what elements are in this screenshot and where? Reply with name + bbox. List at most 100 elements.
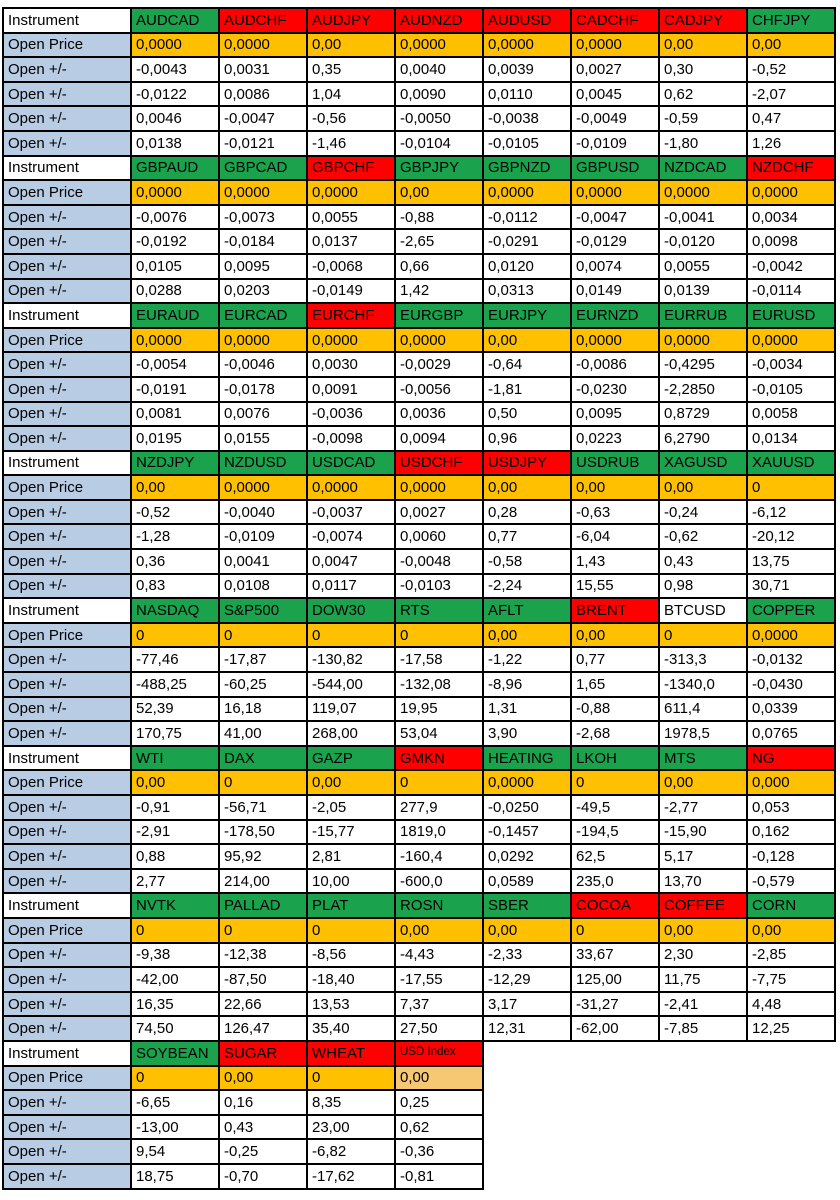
open-delta-cell-usdcad-1[interactable]: -0,0037	[306, 498, 396, 526]
open-price-cell-sber[interactable]: 0,00	[482, 916, 572, 944]
open-delta-cell-dow30-4[interactable]: 268,00	[306, 720, 396, 747]
open-delta-cell-gbpnzd-2[interactable]: -0,0291	[482, 228, 572, 255]
open-price-cell-copper[interactable]: 0,0000	[746, 621, 836, 649]
open-delta-cell-nzdcad-3[interactable]: 0,0055	[658, 252, 748, 280]
open-delta-cell-btcusd-2[interactable]: -1340,0	[658, 671, 748, 698]
row-label-instrument[interactable]: Instrument	[2, 892, 132, 919]
row-label-open-delta[interactable]: Open +/-	[2, 1089, 132, 1116]
instrument-header-sber[interactable]: SBER	[482, 892, 572, 919]
open-delta-cell-eurgbp-3[interactable]: 0,0036	[394, 400, 484, 428]
open-delta-cell-gbpchf-2[interactable]: 0,0137	[306, 228, 396, 255]
open-delta-cell-btcusd-3[interactable]: 611,4	[658, 695, 748, 723]
instrument-header-eurgbp[interactable]: EURGBP	[394, 302, 484, 329]
open-delta-cell-nzdjpy-3[interactable]: 0,36	[130, 548, 220, 575]
open-delta-cell-cadchf-1[interactable]: 0,0027	[570, 56, 660, 83]
open-delta-cell-usdcad-4[interactable]: 0,0117	[306, 572, 396, 600]
instrument-header-audjpy[interactable]: AUDJPY	[306, 7, 396, 34]
row-label-open-price[interactable]: Open Price	[2, 326, 132, 354]
open-delta-cell-eurcad-2[interactable]: -0,0178	[218, 375, 308, 403]
row-label-instrument[interactable]: Instrument	[2, 597, 132, 624]
open-delta-cell-eurrub-3[interactable]: 0,8729	[658, 400, 748, 428]
open-delta-cell-cadjpy-1[interactable]: 0,30	[658, 56, 748, 83]
open-delta-cell-gbpaud-4[interactable]: 0,0288	[130, 277, 220, 305]
row-label-open-delta[interactable]: Open +/-	[2, 572, 132, 600]
open-delta-cell-usdcad-2[interactable]: -0,0074	[306, 523, 396, 551]
instrument-header-pallad[interactable]: PALLAD	[218, 892, 308, 919]
open-price-cell-gbpcad[interactable]: 0,0000	[218, 179, 308, 206]
open-delta-cell-nvtk-2[interactable]: -42,00	[130, 966, 220, 993]
open-delta-cell-gbpusd-2[interactable]: -0,0129	[570, 228, 660, 255]
row-label-open-delta[interactable]: Open +/-	[2, 105, 132, 132]
row-label-open-price[interactable]: Open Price	[2, 769, 132, 796]
open-delta-cell-wheat-4[interactable]: -17,62	[306, 1162, 396, 1190]
open-price-cell-mts[interactable]: 0,00	[658, 769, 748, 796]
open-delta-cell-gbpaud-2[interactable]: -0,0192	[130, 228, 220, 255]
instrument-header-cocoa[interactable]: COCOA	[570, 892, 660, 919]
open-delta-cell-s-p500-3[interactable]: 16,18	[218, 695, 308, 723]
open-delta-cell-usd-index-2[interactable]: 0,62	[394, 1113, 484, 1141]
row-label-open-delta[interactable]: Open +/-	[2, 720, 132, 747]
instrument-header-usdchf[interactable]: USDCHF	[394, 449, 484, 477]
open-delta-cell-gbpcad-4[interactable]: 0,0203	[218, 277, 308, 305]
open-delta-cell-sber-2[interactable]: -12,29	[482, 966, 572, 993]
open-delta-cell-pallad-3[interactable]: 22,66	[218, 990, 308, 1018]
open-delta-cell-euraud-2[interactable]: -0,0191	[130, 375, 220, 403]
row-label-instrument[interactable]: Instrument	[2, 7, 132, 34]
instrument-header-dow30[interactable]: DOW30	[306, 597, 396, 624]
row-label-open-delta[interactable]: Open +/-	[2, 400, 132, 428]
instrument-header-usd-index[interactable]: USD Index	[394, 1039, 484, 1067]
open-delta-cell-brent-4[interactable]: -2,68	[570, 720, 660, 747]
open-delta-cell-coffee-3[interactable]: -2,41	[658, 990, 748, 1018]
open-delta-cell-sber-1[interactable]: -2,33	[482, 941, 572, 969]
open-delta-cell-usdrub-2[interactable]: -6,04	[570, 523, 660, 551]
open-price-cell-cadchf[interactable]: 0,0000	[570, 31, 660, 59]
row-label-open-delta[interactable]: Open +/-	[2, 794, 132, 821]
open-delta-cell-eurrub-2[interactable]: -2,2850	[658, 375, 748, 403]
row-label-open-delta[interactable]: Open +/-	[2, 671, 132, 698]
open-delta-cell-nasdaq-2[interactable]: -488,25	[130, 671, 220, 698]
instrument-header-nzdcad[interactable]: NZDCAD	[658, 154, 748, 182]
open-delta-cell-gbpusd-1[interactable]: -0,0047	[570, 203, 660, 231]
open-delta-cell-eurnzd-4[interactable]: 0,0223	[570, 425, 660, 452]
open-delta-cell-xagusd-2[interactable]: -0,62	[658, 523, 748, 551]
open-price-cell-gazp[interactable]: 0,00	[306, 769, 396, 796]
open-delta-cell-dax-1[interactable]: -56,71	[218, 794, 308, 821]
open-delta-cell-coffee-1[interactable]: 2,30	[658, 941, 748, 969]
open-delta-cell-euraud-4[interactable]: 0,0195	[130, 425, 220, 452]
open-delta-cell-sugar-3[interactable]: -0,25	[218, 1138, 308, 1165]
open-delta-cell-usdrub-3[interactable]: 1,43	[570, 548, 660, 575]
row-label-instrument[interactable]: Instrument	[2, 154, 132, 182]
open-delta-cell-plat-3[interactable]: 13,53	[306, 990, 396, 1018]
instrument-header-rosn[interactable]: ROSN	[394, 892, 484, 919]
open-delta-cell-usd-index-3[interactable]: -0,36	[394, 1138, 484, 1165]
instrument-header-gazp[interactable]: GAZP	[306, 744, 396, 772]
instrument-header-eurjpy[interactable]: EURJPY	[482, 302, 572, 329]
open-delta-cell-rosn-1[interactable]: -4,43	[394, 941, 484, 969]
open-delta-cell-mts-4[interactable]: 13,70	[658, 867, 748, 895]
open-price-cell-chfjpy[interactable]: 0,00	[746, 31, 836, 59]
open-price-cell-plat[interactable]: 0	[306, 916, 396, 944]
open-price-cell-btcusd[interactable]: 0	[658, 621, 748, 649]
open-delta-cell-rosn-4[interactable]: 27,50	[394, 1015, 484, 1042]
open-delta-cell-gbpjpy-2[interactable]: -2,65	[394, 228, 484, 255]
open-price-cell-usdrub[interactable]: 0,00	[570, 474, 660, 501]
row-label-open-delta[interactable]: Open +/-	[2, 867, 132, 895]
open-delta-cell-heating-3[interactable]: 0,0292	[482, 843, 572, 870]
row-label-open-delta[interactable]: Open +/-	[2, 695, 132, 723]
open-delta-cell-dow30-3[interactable]: 119,07	[306, 695, 396, 723]
open-price-cell-brent[interactable]: 0,00	[570, 621, 660, 649]
open-price-cell-aflt[interactable]: 0,00	[482, 621, 572, 649]
open-delta-cell-xauusd-4[interactable]: 30,71	[746, 572, 836, 600]
open-delta-cell-eurjpy-1[interactable]: -0,64	[482, 351, 572, 378]
open-delta-cell-cocoa-1[interactable]: 33,67	[570, 941, 660, 969]
row-label-open-price[interactable]: Open Price	[2, 1064, 132, 1092]
open-delta-cell-nzdcad-1[interactable]: -0,0041	[658, 203, 748, 231]
open-delta-cell-wheat-1[interactable]: 8,35	[306, 1089, 396, 1116]
open-delta-cell-pallad-4[interactable]: 126,47	[218, 1015, 308, 1042]
instrument-header-audchf[interactable]: AUDCHF	[218, 7, 308, 34]
open-delta-cell-cadchf-2[interactable]: 0,0045	[570, 80, 660, 108]
row-label-open-delta[interactable]: Open +/-	[2, 56, 132, 83]
open-delta-cell-pallad-2[interactable]: -87,50	[218, 966, 308, 993]
row-label-open-delta[interactable]: Open +/-	[2, 523, 132, 551]
open-price-cell-audchf[interactable]: 0,0000	[218, 31, 308, 59]
